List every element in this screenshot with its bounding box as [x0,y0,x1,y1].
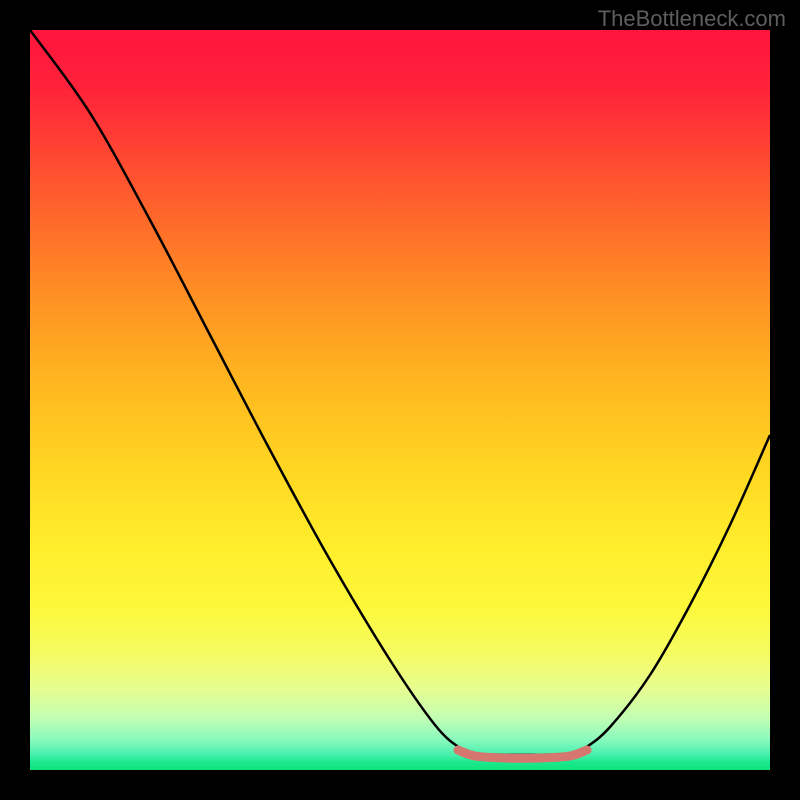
watermark-text: TheBottleneck.com [598,6,786,32]
plot-area [30,30,770,770]
highlight-segment [458,750,587,758]
bottleneck-curve [30,30,770,755]
chart-svg [30,30,770,770]
